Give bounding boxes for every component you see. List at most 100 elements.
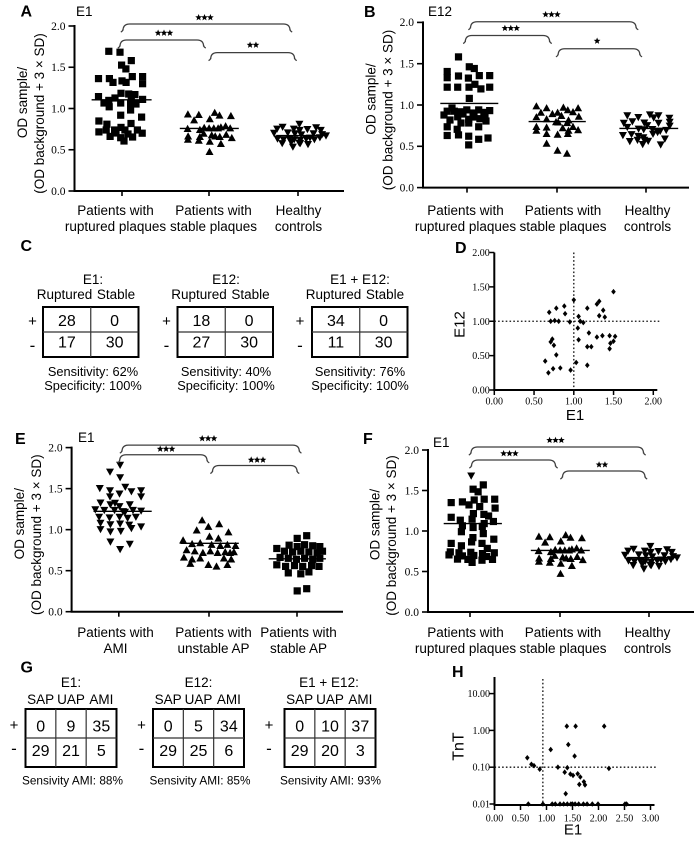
- svg-text:1.0: 1.0: [48, 524, 63, 536]
- svg-text:stable plaques: stable plaques: [170, 219, 257, 234]
- svg-text:Healthy: Healthy: [625, 203, 671, 218]
- svg-text:9: 9: [67, 719, 76, 736]
- svg-text:ruptured plaques: ruptured plaques: [415, 641, 517, 656]
- svg-text:C: C: [21, 238, 33, 255]
- svg-text:UAP: UAP: [316, 692, 344, 707]
- svg-text:2.00: 2.00: [645, 397, 663, 408]
- svg-text:Ruptured: Ruptured: [37, 287, 93, 302]
- svg-text:-: -: [266, 739, 272, 758]
- svg-text:Sensivity AMI: 93%: Sensivity AMI: 93%: [280, 774, 381, 788]
- svg-text:Ruptured: Ruptured: [306, 287, 362, 302]
- svg-text:2.00: 2.00: [590, 814, 608, 825]
- svg-text:30: 30: [106, 335, 124, 352]
- svg-text:controls: controls: [275, 219, 323, 234]
- svg-text:1.5: 1.5: [405, 485, 420, 497]
- svg-text:unstable AP: unstable AP: [177, 641, 249, 656]
- svg-text:Patients with: Patients with: [427, 625, 504, 640]
- svg-text:1.5: 1.5: [51, 62, 66, 74]
- svg-text:0.50: 0.50: [472, 351, 490, 362]
- svg-text:1.5: 1.5: [48, 483, 63, 495]
- svg-text:0: 0: [36, 719, 45, 736]
- svg-text:Patients with: Patients with: [525, 203, 602, 218]
- svg-text:0.0: 0.0: [400, 182, 415, 194]
- svg-text:0.01: 0.01: [473, 800, 491, 811]
- svg-text:1.5: 1.5: [400, 59, 415, 71]
- svg-text:0.0: 0.0: [405, 607, 420, 619]
- svg-text:27: 27: [192, 335, 210, 352]
- svg-text:1.50: 1.50: [564, 814, 582, 825]
- svg-text:Healthy: Healthy: [625, 625, 671, 640]
- svg-text:Patients with: Patients with: [260, 625, 337, 640]
- svg-text:Patients with: Patients with: [525, 625, 602, 640]
- svg-text:-: -: [139, 739, 145, 758]
- svg-text:stable plaques: stable plaques: [519, 219, 606, 234]
- svg-text:AMI: AMI: [348, 692, 372, 707]
- svg-text:Healthy: Healthy: [276, 203, 322, 218]
- svg-text:0.5: 0.5: [405, 566, 420, 578]
- svg-text:0.00: 0.00: [486, 397, 504, 408]
- svg-text:0: 0: [295, 719, 304, 736]
- svg-text:-: -: [297, 336, 303, 355]
- svg-text:E1: E1: [433, 435, 450, 450]
- svg-text:0.50: 0.50: [512, 814, 530, 825]
- svg-text:0.0: 0.0: [51, 186, 66, 198]
- svg-text:34: 34: [327, 313, 345, 330]
- svg-text:0.10: 0.10: [473, 763, 491, 774]
- svg-text:E12:: E12:: [185, 675, 213, 690]
- svg-text:1.0: 1.0: [400, 100, 415, 112]
- svg-text:UAP: UAP: [57, 692, 85, 707]
- svg-text:OD sample/: OD sample/: [12, 488, 27, 560]
- svg-text:+: +: [265, 717, 274, 734]
- svg-text:10.00: 10.00: [468, 689, 491, 700]
- svg-text:TnT: TnT: [451, 732, 468, 761]
- svg-text:E1: E1: [566, 407, 584, 424]
- svg-text:Patients with: Patients with: [175, 625, 252, 640]
- svg-text:+: +: [296, 313, 305, 330]
- svg-text:Sensitivity: 62%: Sensitivity: 62%: [48, 364, 138, 379]
- svg-text:2.0: 2.0: [48, 442, 63, 454]
- svg-text:(OD background + 3 × SD): (OD background + 3 × SD): [32, 33, 47, 194]
- svg-text:UAP: UAP: [185, 692, 213, 707]
- svg-text:0: 0: [110, 313, 119, 330]
- svg-text:0: 0: [379, 313, 388, 330]
- svg-text:1.0: 1.0: [51, 103, 66, 115]
- svg-text:Specificity: 100%: Specificity: 100%: [44, 378, 141, 393]
- svg-text:2.00: 2.00: [472, 248, 490, 259]
- svg-text:29: 29: [159, 743, 177, 760]
- svg-text:stable plaques: stable plaques: [519, 641, 606, 656]
- svg-text:1.00: 1.00: [472, 317, 490, 328]
- svg-text:Sensitivity: 76%: Sensitivity: 76%: [315, 364, 405, 379]
- svg-text:ruptured plaques: ruptured plaques: [415, 219, 517, 234]
- svg-text:2.50: 2.50: [616, 814, 634, 825]
- svg-text:-: -: [11, 739, 17, 758]
- svg-text:11: 11: [328, 335, 345, 352]
- svg-text:OD sample/: OD sample/: [364, 63, 379, 135]
- svg-text:17: 17: [58, 335, 76, 352]
- svg-text:0.5: 0.5: [400, 141, 415, 153]
- svg-text:0: 0: [164, 719, 173, 736]
- svg-text:+: +: [10, 717, 19, 734]
- svg-text:SAP: SAP: [286, 692, 313, 707]
- svg-text:Patients with: Patients with: [427, 203, 504, 218]
- svg-text:-: -: [30, 336, 36, 355]
- svg-text:0.5: 0.5: [51, 145, 66, 157]
- svg-text:2.0: 2.0: [400, 17, 415, 29]
- svg-text:ruptured plaques: ruptured plaques: [65, 219, 167, 234]
- svg-text:(OD background + 3 × SD): (OD background + 3 × SD): [384, 455, 399, 616]
- svg-text:G: G: [21, 660, 33, 677]
- svg-text:+: +: [162, 313, 171, 330]
- svg-text:2.0: 2.0: [51, 21, 66, 33]
- svg-text:1.00: 1.00: [538, 814, 556, 825]
- svg-text:29: 29: [32, 743, 50, 760]
- svg-text:E1: E1: [78, 430, 95, 445]
- svg-text:1.0: 1.0: [405, 526, 420, 538]
- svg-text:2.0: 2.0: [405, 445, 420, 457]
- svg-text:E1: E1: [564, 822, 582, 839]
- svg-text:D: D: [455, 240, 467, 257]
- svg-text:controls: controls: [624, 641, 672, 656]
- svg-text:18: 18: [192, 313, 210, 330]
- svg-text:28: 28: [58, 313, 76, 330]
- svg-text:E1 + E12:: E1 + E12:: [299, 675, 359, 690]
- svg-text:Sensivity AMI: 85%: Sensivity AMI: 85%: [150, 774, 251, 788]
- svg-text:0.5: 0.5: [48, 565, 63, 577]
